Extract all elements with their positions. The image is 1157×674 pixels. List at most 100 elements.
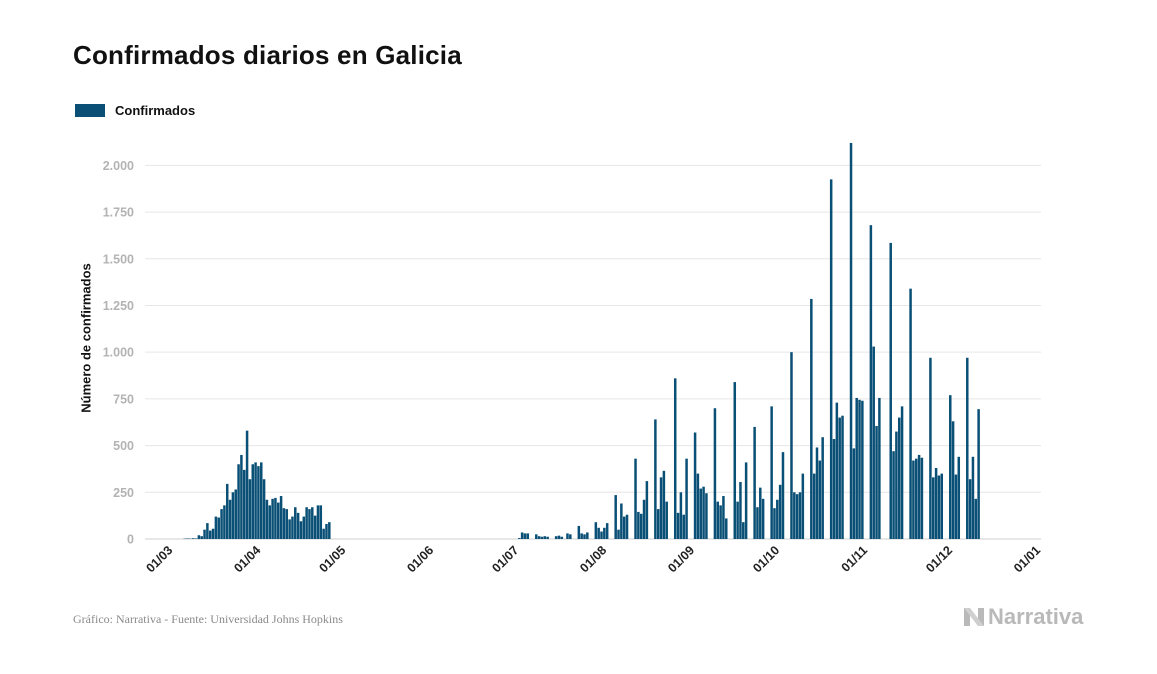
bar [699, 488, 702, 539]
bar [685, 458, 688, 539]
bar [254, 462, 257, 539]
bar [520, 532, 524, 539]
bar [240, 454, 243, 539]
bar [634, 458, 637, 539]
bar [869, 225, 873, 539]
bar [597, 527, 600, 539]
bar [974, 498, 978, 539]
bar [220, 509, 223, 539]
x-tick-label: 01/06 [404, 543, 436, 575]
bar [319, 505, 323, 539]
bar [291, 516, 294, 539]
bar [705, 493, 708, 539]
x-tick-label: 01/11 [839, 543, 871, 575]
bar [725, 518, 728, 539]
bar [968, 479, 972, 539]
legend: Confirmados [75, 103, 195, 118]
bar [889, 242, 892, 539]
bar [279, 496, 283, 539]
bar [753, 426, 756, 539]
bar [231, 492, 235, 539]
bar [554, 536, 558, 539]
bar [872, 346, 875, 539]
bar [211, 528, 215, 539]
gridlines [145, 164, 1041, 540]
bar [594, 522, 598, 539]
bar [540, 536, 544, 539]
bar [954, 474, 958, 539]
bar [790, 352, 793, 539]
bar [234, 489, 237, 539]
bar [600, 531, 603, 539]
bar [815, 447, 819, 539]
bar [197, 535, 201, 539]
bar [682, 514, 685, 539]
bar [742, 522, 745, 539]
bar [620, 503, 623, 539]
bar [781, 452, 785, 539]
bar [257, 466, 260, 539]
bar [719, 505, 722, 539]
bar [642, 499, 646, 539]
y-tick-label: 750 [113, 392, 134, 406]
bar [639, 513, 643, 539]
bar [855, 397, 858, 539]
bar [852, 448, 856, 539]
bar [277, 502, 280, 539]
bar [810, 298, 813, 539]
bar [912, 460, 915, 539]
bar [322, 528, 325, 539]
bar [801, 473, 805, 539]
bar [271, 498, 274, 539]
brand: Narrativa [963, 604, 1083, 630]
y-axis-ticks: 0 250 500 750 1.000 1.250 1.500 1.750 2.000 [103, 159, 134, 547]
bar [296, 512, 300, 539]
bar [311, 507, 314, 539]
bar [770, 406, 773, 539]
bar [200, 536, 203, 539]
bar [262, 479, 266, 539]
bar [665, 501, 668, 539]
bar [308, 509, 311, 539]
bar [288, 519, 291, 539]
bar [795, 494, 799, 539]
bar [194, 538, 198, 539]
bar [900, 406, 904, 539]
bar [526, 533, 530, 539]
chart-title: Confirmados diarios en Galicia [73, 40, 462, 70]
bar [645, 481, 649, 539]
bar [841, 415, 844, 539]
legend-label: Confirmados [115, 103, 196, 118]
bar [622, 516, 626, 539]
narrativa-logo-icon [964, 608, 984, 626]
bar [778, 484, 782, 539]
bar [305, 507, 308, 539]
bar [835, 402, 839, 539]
bar [208, 530, 212, 539]
bar [932, 477, 935, 539]
bar [858, 399, 861, 539]
brand-name: Narrativa [988, 604, 1084, 629]
y-tick-label: 1.000 [103, 346, 134, 360]
bar [849, 142, 853, 539]
bar [957, 456, 961, 539]
bar [245, 430, 249, 539]
bar [812, 473, 816, 539]
bar [909, 288, 912, 539]
bar [744, 462, 748, 539]
bar [654, 419, 657, 539]
bar [274, 497, 277, 539]
bar [605, 523, 609, 539]
bar [673, 378, 677, 539]
x-tick-label: 01/12 [923, 543, 955, 575]
bar [637, 511, 640, 539]
bar [821, 437, 824, 539]
bar [237, 464, 240, 539]
bar [832, 439, 836, 539]
bar [260, 462, 263, 539]
bar [934, 468, 938, 539]
y-tick-label: 500 [113, 439, 134, 453]
bar [829, 179, 833, 540]
bar [214, 516, 218, 539]
